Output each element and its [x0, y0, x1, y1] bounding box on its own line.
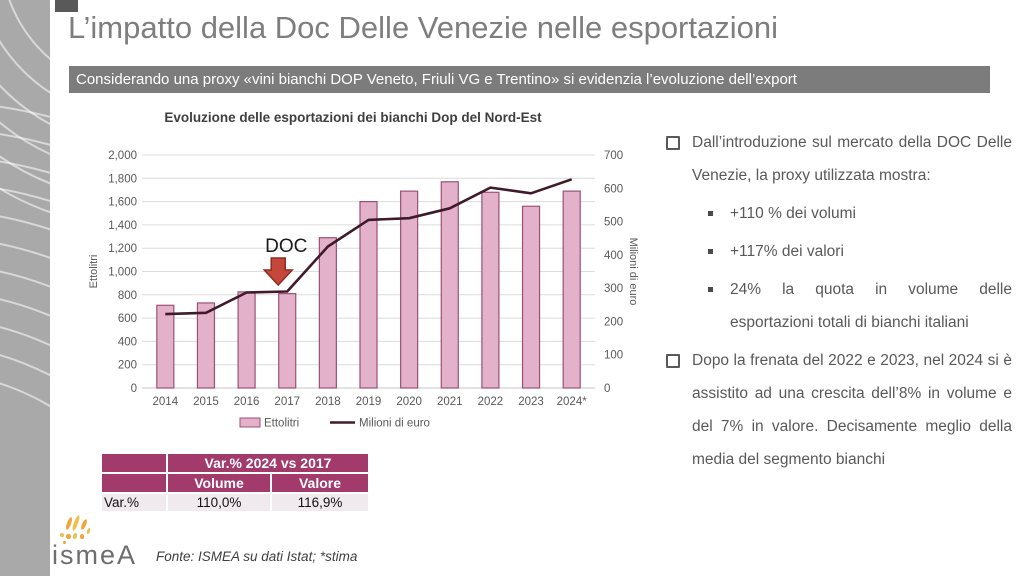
subtitle-bar: Considerando una proxy «vini bianchi DOP… [69, 66, 990, 93]
legend-bar-swatch [239, 417, 261, 428]
sidebar-decoration [0, 0, 50, 576]
left-axis-tick: 2,000 [108, 150, 137, 162]
top-accent-bar [55, 0, 78, 12]
right-axis-tick: 200 [604, 316, 623, 328]
square-bullet-icon [708, 249, 713, 254]
x-axis-tick: 2022 [478, 396, 504, 408]
table-row: Var.% 110,0% 116,9% [102, 494, 368, 511]
bar-2021 [440, 181, 459, 389]
table-corner-cell [102, 474, 166, 492]
sub-bullet-item: +117% dei valori [708, 235, 1012, 268]
ismea-logo: ismeA [52, 514, 162, 574]
right-axis-tick: 500 [604, 217, 623, 229]
table-value-valore: 116,9% [272, 494, 368, 511]
left-axis-tick: 200 [118, 360, 137, 372]
ismea-wordmark: ismeA [52, 540, 138, 570]
sub-bullet-text: +110 % dei volumi [730, 205, 856, 222]
table-row: Var.% 2024 vs 2017 [102, 454, 368, 472]
left-axis-tick: 1,800 [108, 173, 137, 185]
legend-line-label: Milioni di euro [359, 418, 430, 430]
slide-title: L’impatto della Doc Delle Venezie nelle … [68, 10, 778, 45]
export-chart-svg: Evoluzione delle esportazioni dei bianch… [88, 110, 639, 430]
bar-2020 [400, 190, 419, 389]
x-axis-tick: 2019 [356, 396, 382, 408]
x-axis-tick: 2020 [396, 396, 422, 408]
x-axis-tick: 2018 [315, 396, 341, 408]
right-axis-tick: 300 [604, 283, 623, 295]
bullet-item: Dopo la frenata del 2022 e 2023, nel 202… [666, 344, 1012, 476]
checkbox-bullet-icon [666, 354, 680, 368]
right-axis-tick: 100 [604, 350, 623, 362]
arc-decoration [0, 0, 50, 229]
x-axis-tick: 2016 [234, 396, 260, 408]
table-col-header-valore: Valore [272, 474, 368, 492]
table-row-label: Var.% [102, 494, 166, 511]
x-axis-tick: 2024* [557, 396, 588, 408]
bar-2017 [278, 293, 297, 389]
right-axis-tick: 700 [604, 150, 623, 162]
value-line [165, 178, 573, 316]
chart-title: Evoluzione delle esportazioni dei bianch… [164, 110, 542, 125]
bar-2023 [521, 205, 541, 389]
right-axis-tick: 600 [604, 183, 623, 195]
left-axis-tick: 1,600 [108, 197, 137, 209]
right-axis-tick: 400 [604, 250, 623, 262]
bar-2022 [481, 191, 500, 389]
bullet-item: Dall’introduzione sul mercato della DOC … [666, 126, 1012, 192]
square-bullet-icon [708, 211, 713, 216]
sub-bullet-text: 24% la quota in volume delle esportazion… [730, 281, 1012, 331]
variation-table: Var.% 2024 vs 2017 Volume Valore Var.% 1… [100, 452, 370, 513]
bar-2024* [562, 190, 581, 389]
bar-2016 [237, 291, 256, 389]
table-value-volume: 110,0% [168, 494, 270, 511]
square-bullet-icon [708, 287, 713, 292]
left-axis-tick: 0 [131, 383, 137, 395]
sub-bullet-text: +117% dei valori [730, 243, 844, 260]
left-axis-tick: 800 [118, 290, 137, 302]
bar-2018 [318, 237, 337, 389]
ismea-flame-icon [58, 514, 106, 546]
left-axis-tick: 600 [118, 313, 137, 325]
x-axis-tick: 2017 [274, 396, 300, 408]
bar-2019 [359, 200, 378, 389]
table-col-header-volume: Volume [168, 474, 270, 492]
bar-2014 [156, 304, 175, 389]
right-axis-label: Milioni di euro [627, 238, 639, 306]
checkbox-bullet-icon [666, 136, 680, 150]
sub-bullet-item: 24% la quota in volume delle esportazion… [708, 273, 1012, 339]
x-axis-tick: 2014 [153, 396, 179, 408]
doc-annotation-label: DOC [265, 236, 307, 257]
x-axis-tick: 2015 [193, 396, 219, 408]
left-axis-tick: 1,200 [108, 243, 137, 255]
source-note: Fonte: ISMEA su dati Istat; *stima [156, 549, 358, 564]
left-axis-label: Ettolitri [88, 255, 100, 289]
right-axis-tick: 0 [604, 383, 610, 395]
table-header-title: Var.% 2024 vs 2017 [168, 454, 368, 472]
bullet-text: Dopo la frenata del 2022 e 2023, nel 202… [692, 352, 1012, 468]
export-chart: Evoluzione delle esportazioni dei bianch… [85, 106, 645, 451]
legend-bar-label: Ettolitri [264, 418, 299, 430]
x-axis-tick: 2023 [518, 396, 544, 408]
table-row: Volume Valore [102, 474, 368, 492]
down-arrow-icon [262, 257, 294, 287]
sub-bullet-item: +110 % dei volumi [708, 197, 1012, 230]
left-axis-tick: 400 [118, 336, 137, 348]
bar-2015 [196, 302, 216, 389]
key-points-panel: Dall’introduzione sul mercato della DOC … [666, 126, 1012, 478]
bullet-text: Dall’introduzione sul mercato della DOC … [692, 134, 1012, 184]
left-axis-tick: 1,000 [108, 267, 137, 279]
x-axis-tick: 2021 [437, 396, 463, 408]
table-corner-cell [102, 454, 166, 472]
left-axis-tick: 1,400 [108, 220, 137, 232]
